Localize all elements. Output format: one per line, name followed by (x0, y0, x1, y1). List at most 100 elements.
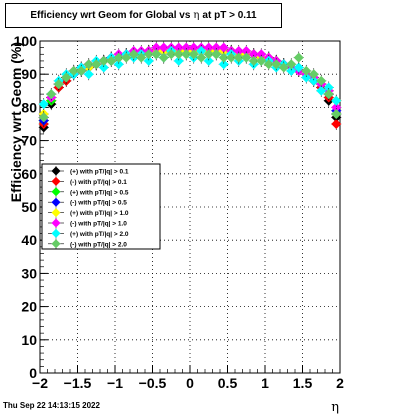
eta-symbol: η (193, 10, 200, 21)
data-point (331, 119, 342, 129)
data-point (286, 65, 297, 76)
data-point (196, 45, 207, 56)
data-point (278, 62, 289, 73)
data-point (91, 59, 102, 70)
timestamp: Thu Sep 22 14:13:15 2022 (3, 401, 100, 410)
legend-label: (-) with pT/|q| > 2.0 (70, 241, 127, 248)
data-point (188, 42, 199, 53)
data-point (323, 89, 334, 100)
legend-marker (51, 228, 61, 238)
data-point (241, 45, 252, 56)
data-point (143, 49, 154, 60)
data-point (128, 49, 139, 60)
data-point (38, 112, 49, 123)
data-point (53, 79, 64, 90)
data-point (38, 99, 49, 110)
data-point (211, 49, 222, 60)
data-points (38, 41, 342, 134)
chart-title: Efficiency wrt Geom for Global vs η at pT … (6, 10, 281, 21)
data-point (271, 59, 282, 70)
x-tick-label: −0.5 (139, 375, 167, 391)
data-point (331, 109, 342, 120)
data-point (203, 42, 214, 53)
data-point (181, 42, 192, 53)
y-tick-label: 70 (21, 133, 37, 149)
data-point (211, 42, 222, 53)
x-tick-label: 2 (336, 375, 344, 391)
data-point (76, 65, 87, 76)
data-point (203, 49, 214, 60)
data-point (323, 82, 334, 93)
x-tick-label: −1 (107, 375, 123, 391)
legend-marker (51, 187, 61, 197)
y-tick-label: 60 (21, 166, 37, 182)
legend-marker (51, 239, 61, 249)
legend-label: (+) with pT/|q| > 2.0 (70, 231, 129, 238)
y-tick-label: 30 (21, 265, 37, 281)
data-point (83, 59, 94, 70)
y-tick-label: 10 (21, 332, 37, 348)
grid-lines (40, 41, 340, 373)
data-point (173, 49, 184, 60)
data-point (106, 55, 117, 66)
data-point (218, 52, 229, 63)
y-axis-title: Efficiency wrt Geom (%) (8, 42, 24, 202)
data-point (293, 62, 304, 73)
axis-labels: −2 −1.5 −1 −0.5 0 0.5 1 1.5 20102030405060708090… (14, 33, 344, 391)
legend-marker (51, 176, 61, 186)
legend-label: (+) with pT/|q| > 0.1 (70, 169, 129, 176)
data-point (218, 42, 229, 53)
y-tick-label: 0 (29, 365, 37, 381)
data-point (233, 45, 244, 56)
data-point (83, 69, 94, 80)
data-point (143, 55, 154, 66)
data-point (113, 52, 124, 63)
data-point (173, 42, 184, 53)
legend-label: (+) with pT/|q| > 0.5 (70, 189, 129, 196)
data-point (316, 75, 327, 86)
data-point (248, 49, 259, 60)
legend-marker (51, 208, 61, 218)
x-axis-title: η (331, 400, 339, 414)
y-tick-label: 100 (14, 33, 38, 49)
legend-marker (51, 166, 61, 176)
legend-label: (-) with pT/|q| > 0.1 (70, 179, 127, 186)
x-tick-label: −2 (32, 375, 48, 391)
chart-title-box: Efficiency wrt Geom for Global vs η at pT … (5, 3, 282, 28)
legend-label: (+) with pT/|q| > 1.0 (70, 210, 129, 217)
x-tick-label: −1.5 (64, 375, 92, 391)
data-point (301, 72, 312, 83)
data-point (241, 52, 252, 63)
series-8 (38, 48, 342, 124)
data-point (203, 55, 214, 66)
data-point (331, 102, 342, 113)
data-point (316, 85, 327, 96)
data-point (226, 52, 237, 63)
legend-marker (51, 197, 61, 207)
data-point (331, 95, 342, 106)
data-point (173, 55, 184, 66)
data-point (136, 52, 147, 63)
chart-title-suffix: at pT > 0.11 (202, 10, 257, 21)
data-point (113, 59, 124, 70)
x-tick-label: 1 (261, 375, 269, 391)
y-tick-label: 40 (21, 232, 37, 248)
x-tick-label: 0.5 (218, 375, 238, 391)
x-tick-label: 1.5 (293, 375, 313, 391)
chart-title-prefix: Efficiency wrt Geom for Global vs (30, 10, 191, 21)
data-point (151, 49, 162, 60)
data-point (293, 52, 304, 63)
legend-label: (-) with pT/|q| > 1.0 (70, 221, 127, 228)
data-point (218, 59, 229, 70)
y-tick-label: 20 (21, 299, 37, 315)
data-point (61, 72, 72, 83)
legend-marker (51, 218, 61, 228)
data-point (308, 69, 319, 80)
data-point (256, 49, 267, 60)
data-point (151, 42, 162, 53)
data-point (308, 75, 319, 86)
data-point (166, 49, 177, 60)
data-point (301, 65, 312, 76)
data-point (263, 59, 274, 70)
data-point (121, 52, 132, 63)
